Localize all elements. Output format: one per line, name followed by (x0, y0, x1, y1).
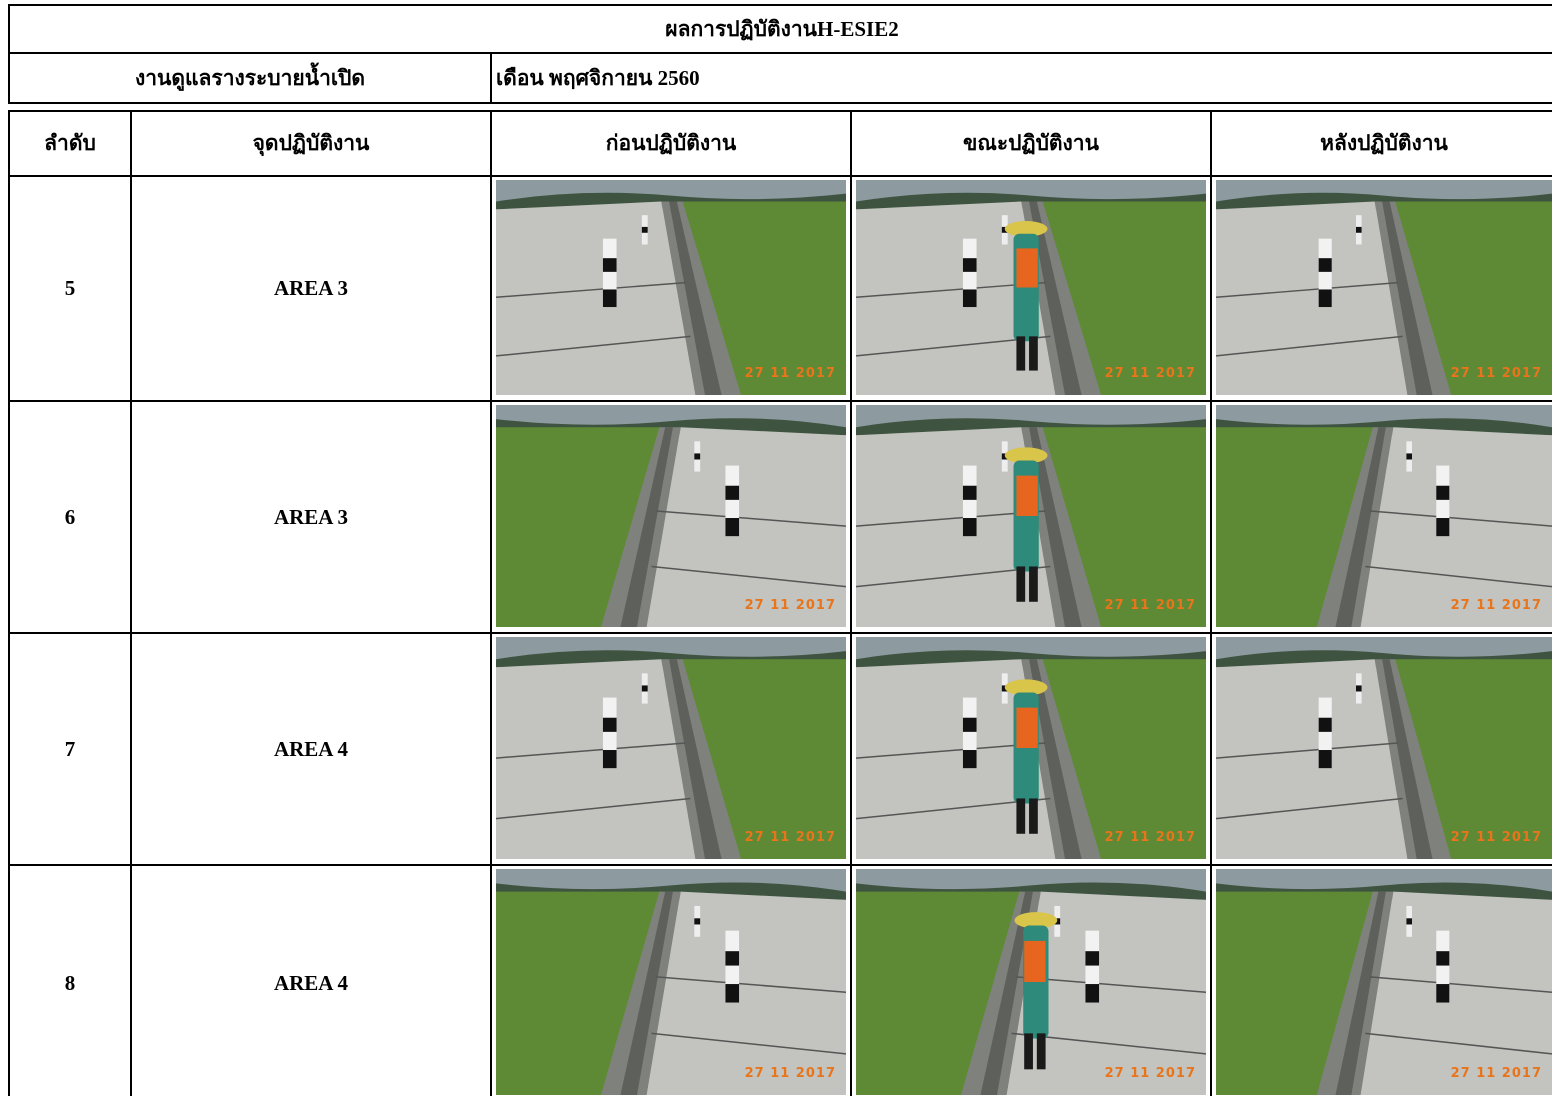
photo-image (496, 180, 846, 395)
photo-date: 27 11 2017 (1104, 366, 1196, 381)
photo-image (1216, 637, 1552, 859)
photo-date: 27 11 2017 (744, 830, 836, 845)
photo: 27 11 2017 (496, 637, 846, 859)
column-header: ขณะปฏิบัติงาน (850, 110, 1212, 177)
location: AREA 3 (130, 175, 492, 402)
location: AREA 4 (130, 632, 492, 866)
photo-date: 27 11 2017 (744, 598, 836, 613)
photo: 27 11 2017 (856, 405, 1206, 627)
photo-image (496, 405, 846, 627)
photo-image (496, 869, 846, 1095)
photo-date: 27 11 2017 (1104, 830, 1196, 845)
photo-image (496, 637, 846, 859)
photo-image (856, 180, 1206, 395)
month-cell: เดือน พฤศจิกายน 2560 (490, 52, 1552, 104)
photo-image (856, 869, 1206, 1095)
column-header: จุดปฏิบัติงาน (130, 110, 492, 177)
location: AREA 3 (130, 400, 492, 634)
title-cell: ผลการปฏิบัติงานH-ESIE2 (8, 4, 1552, 54)
photo: 27 11 2017 (856, 637, 1206, 859)
photo-image (1216, 405, 1552, 627)
column-header: ก่อนปฏิบัติงาน (490, 110, 852, 177)
row-number: 8 (8, 864, 132, 1096)
photo-date: 27 11 2017 (744, 366, 836, 381)
photo-date: 27 11 2017 (1104, 598, 1196, 613)
photo-image (1216, 180, 1552, 395)
task-cell: งานดูแลรางระบายน้ำเปิด (8, 52, 492, 104)
column-header: ลำดับ (8, 110, 132, 177)
photo-date: 27 11 2017 (1450, 366, 1542, 381)
photo: 27 11 2017 (496, 180, 846, 395)
row-number: 6 (8, 400, 132, 634)
photo-image (856, 637, 1206, 859)
photo-date: 27 11 2017 (744, 1066, 836, 1081)
photo: 27 11 2017 (496, 869, 846, 1095)
column-header: หลังปฏิบัติงาน (1210, 110, 1552, 177)
photo: 27 11 2017 (496, 405, 846, 627)
photo: 27 11 2017 (1216, 637, 1552, 859)
photo: 27 11 2017 (856, 180, 1206, 395)
location: AREA 4 (130, 864, 492, 1096)
row-number: 7 (8, 632, 132, 866)
photo-date: 27 11 2017 (1450, 598, 1542, 613)
photo-date: 27 11 2017 (1104, 1066, 1196, 1081)
photo-image (856, 405, 1206, 627)
row-number: 5 (8, 175, 132, 402)
photo: 27 11 2017 (1216, 869, 1552, 1095)
photo: 27 11 2017 (856, 869, 1206, 1095)
photo-date: 27 11 2017 (1450, 830, 1542, 845)
photo-image (1216, 869, 1552, 1095)
photo: 27 11 2017 (1216, 405, 1552, 627)
photo: 27 11 2017 (1216, 180, 1552, 395)
photo-date: 27 11 2017 (1450, 1066, 1542, 1081)
